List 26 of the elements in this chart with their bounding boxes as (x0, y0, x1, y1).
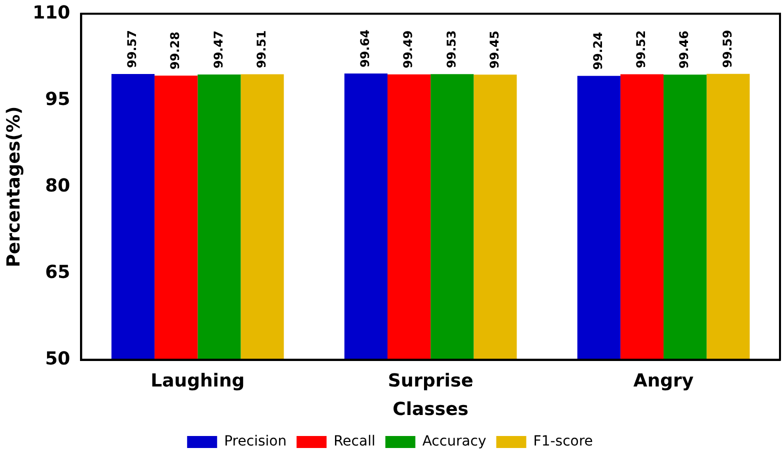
data-label: 99.52 (634, 30, 648, 68)
y-tick-label: 50 (45, 348, 70, 370)
data-label: 99.51 (254, 30, 268, 68)
x-tick-label: Laughing (150, 370, 245, 392)
legend-label: F1-score (533, 434, 593, 450)
data-label: 99.53 (444, 30, 458, 68)
data-label: 99.46 (677, 30, 692, 69)
data-label: 99.28 (168, 32, 182, 70)
data-label: 99.59 (720, 30, 734, 68)
y-tick-label: 65 (45, 262, 70, 283)
legend-label: Recall (334, 434, 376, 450)
data-label: 99.64 (358, 30, 372, 68)
y-tick-label: 80 (45, 175, 70, 196)
data-label: 99.47 (211, 30, 226, 69)
x-tick-label: Surprise (388, 370, 474, 392)
y-tick-label: 110 (32, 2, 70, 24)
data-label: 99.24 (591, 32, 606, 70)
x-axis-title: Classes (392, 398, 469, 420)
x-tick-label: Angry (633, 370, 694, 392)
legend-label: Accuracy (422, 434, 486, 450)
data-label: 99.45 (487, 30, 502, 69)
y-axis-title: Percentages(%) (3, 106, 24, 268)
data-label: 99.57 (125, 30, 140, 68)
legend-label: Precision (224, 434, 287, 450)
y-tick-label: 95 (45, 88, 70, 110)
data-label: 99.49 (401, 30, 416, 68)
